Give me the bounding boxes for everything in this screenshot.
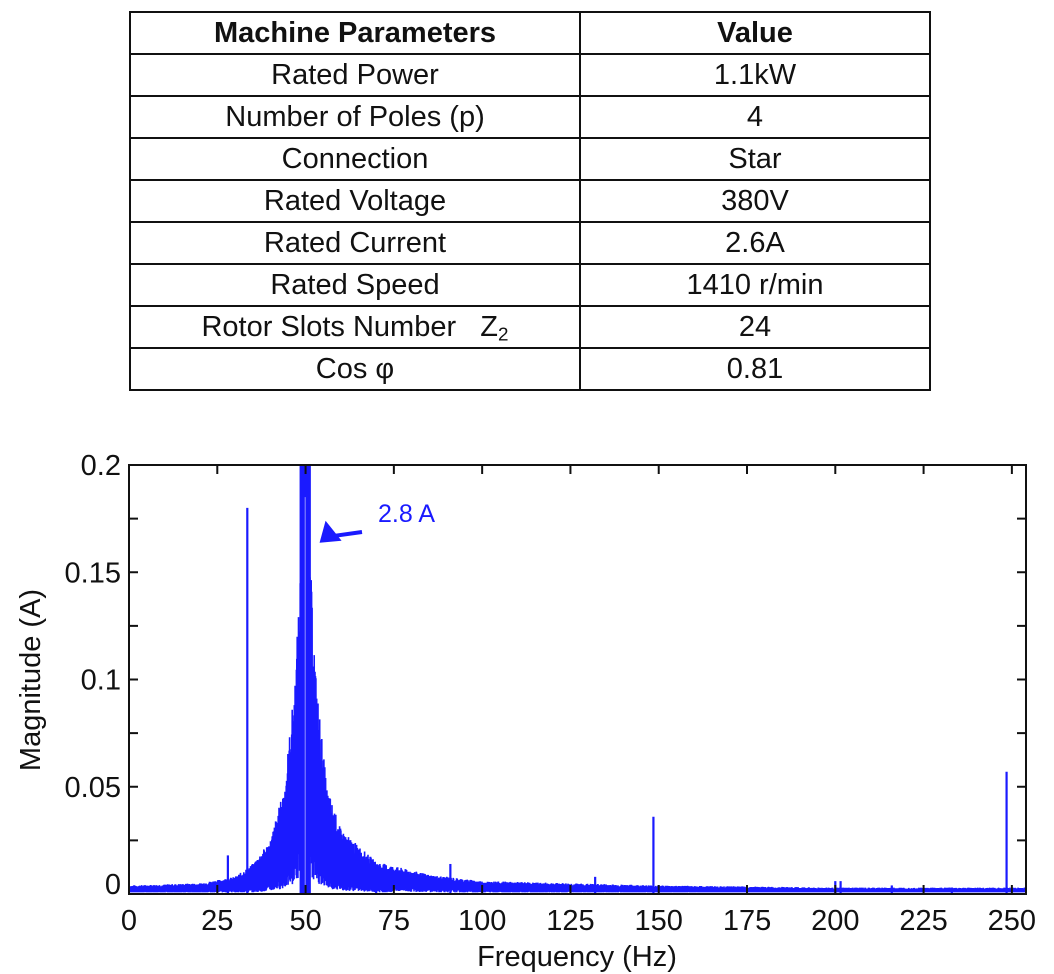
x-tick-label: 125 — [546, 905, 594, 937]
plot-area — [129, 465, 1026, 894]
table-row: Rated Speed 1410 r/min — [129, 263, 931, 307]
y-axis-label: Magnitude (A) — [15, 589, 47, 771]
spectrum-chart: 0 25 50 75 100 125 150 175 200 225 250 0 0.05 0.1 0.15… — [15, 450, 1037, 973]
table-row: Cos φ 0.81 — [129, 347, 931, 391]
peak-annotation: 2.8 A — [319, 500, 435, 543]
parameter-label: Rated Current — [263, 227, 447, 259]
y-tick-label: 0.05 — [65, 772, 121, 804]
table-row: Rated Voltage 380V — [129, 179, 931, 223]
y-tick-label: 0.2 — [81, 450, 121, 482]
x-tick-label: 250 — [988, 905, 1036, 937]
table-row: Rated Current 2.6A — [129, 221, 931, 265]
parameter-label: Rated Voltage — [263, 185, 447, 217]
value-cell: 380V — [579, 179, 931, 223]
y-tick-label: 0.1 — [81, 665, 121, 697]
value-cell: 4 — [579, 95, 931, 139]
x-tick-label: 150 — [635, 905, 683, 937]
parameter-cell: Number of Poles (p) — [129, 95, 581, 139]
value-cell: 24 — [579, 305, 931, 349]
parameter-cell: Rated Current — [129, 221, 581, 265]
axes: 0 25 50 75 100 125 150 175 200 225 250 0 0.05 0.1 0.15… — [65, 450, 1037, 937]
arrow-head-icon — [319, 520, 342, 543]
table-row: Connection Star — [129, 137, 931, 181]
value-cell: 0.81 — [579, 347, 931, 391]
parameter-cell: Rotor Slots Number Z2 — [129, 305, 581, 349]
x-tick-label: 25 — [201, 905, 233, 937]
header-parameter: Machine Parameters — [129, 11, 581, 55]
value-cell: 1410 r/min — [579, 263, 931, 307]
table-header-row: Machine Parameters Value — [129, 11, 931, 55]
parameter-subscript: 2 — [498, 323, 509, 345]
parameter-cell: Rated Power — [129, 53, 581, 97]
parameter-label: Cos φ — [315, 353, 395, 385]
x-tick-label: 50 — [289, 905, 321, 937]
parameter-label: Rotor Slots Number Z — [201, 311, 499, 343]
parameter-cell: Rated Voltage — [129, 179, 581, 223]
parameter-label: Rated Power — [271, 59, 439, 91]
x-tick-label: 75 — [378, 905, 410, 937]
value-cell: 2.6A — [579, 221, 931, 265]
x-axis-label: Frequency (Hz) — [477, 941, 677, 973]
table-row: Rotor Slots Number Z2 24 — [129, 305, 931, 349]
value-cell: 1.1kW — [579, 53, 931, 97]
x-tick-label: 100 — [458, 905, 506, 937]
x-tick-label: 225 — [899, 905, 947, 937]
table-row: Rated Power 1.1kW — [129, 53, 931, 97]
parameter-label: Rated Speed — [270, 269, 440, 301]
parameter-label: Connection — [281, 143, 429, 175]
parameter-label: Number of Poles (p) — [225, 101, 485, 133]
machine-parameters-table: Machine Parameters Value Rated Power 1.1k… — [129, 11, 931, 391]
annotation-label: 2.8 A — [378, 500, 435, 528]
value-cell: Star — [579, 137, 931, 181]
x-tick-label: 0 — [121, 905, 137, 937]
parameter-cell: Cos φ — [129, 347, 581, 391]
parameter-cell: Rated Speed — [129, 263, 581, 307]
parameter-cell: Connection — [129, 137, 581, 181]
y-tick-label: 0 — [105, 869, 121, 901]
x-tick-label: 200 — [811, 905, 859, 937]
x-tick-label: 175 — [723, 905, 771, 937]
y-tick-label: 0.15 — [65, 557, 121, 589]
header-value: Value — [579, 11, 931, 55]
table-row: Number of Poles (p) 4 — [129, 95, 931, 139]
